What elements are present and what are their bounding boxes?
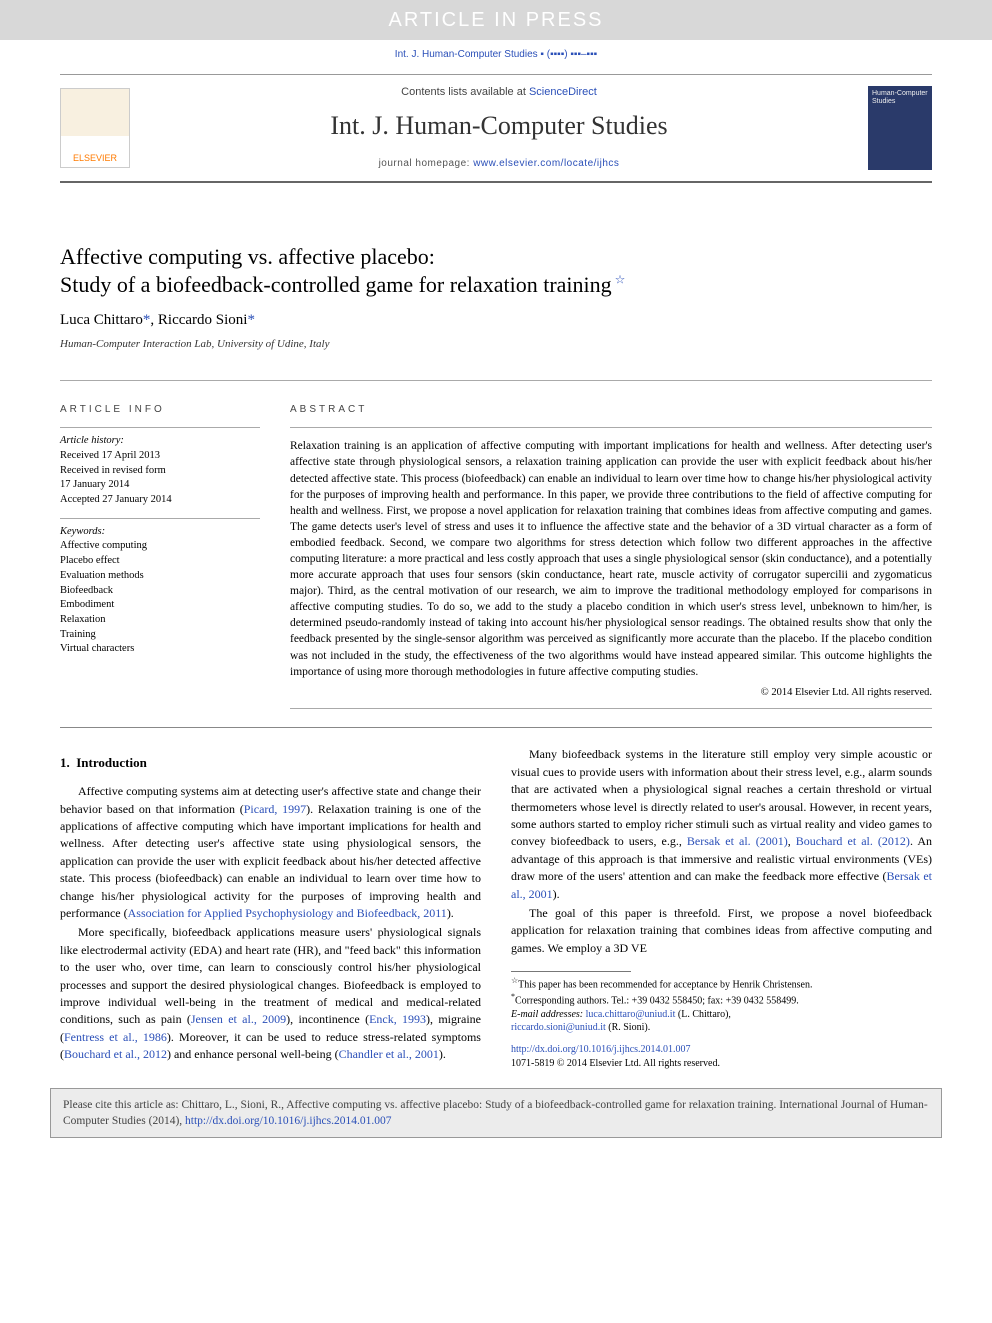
author-2: Riccardo Sioni — [158, 312, 248, 328]
abstract-column: ABSTRACT Relaxation training is an appli… — [290, 403, 932, 709]
cite-doi-link[interactable]: http://dx.doi.org/10.1016/j.ijhcs.2014.0… — [185, 1115, 391, 1127]
abstract-copyright: © 2014 Elsevier Ltd. All rights reserved… — [290, 686, 932, 701]
citation-link[interactable]: Jensen et al., 2009 — [191, 1012, 286, 1026]
elsevier-logo: ELSEVIER — [60, 88, 130, 168]
masthead: ELSEVIER Contents lists available at Sci… — [60, 74, 932, 183]
article-info-column: ARTICLE INFO Article history: Received 1… — [60, 403, 260, 709]
citation-link[interactable]: Bersak et al. (2001) — [687, 834, 788, 848]
abstract-body: Relaxation training is an application of… — [290, 438, 932, 679]
keywords-head: Keywords: — [60, 525, 260, 540]
section-heading: 1. Introduction — [60, 754, 481, 773]
email-link[interactable]: luca.chittaro@uniud.it — [586, 1009, 676, 1020]
affiliation: Human-Computer Interaction Lab, Universi… — [60, 337, 932, 352]
citation-link[interactable]: Bouchard et al., 2012 — [64, 1047, 167, 1061]
citation-link[interactable]: Picard, 1997 — [244, 802, 306, 816]
article-info-head: ARTICLE INFO — [60, 403, 260, 417]
keyword: Training — [60, 628, 260, 643]
keyword: Affective computing — [60, 539, 260, 554]
keyword: Biofeedback — [60, 584, 260, 599]
keyword: Placebo effect — [60, 554, 260, 569]
keyword: Relaxation — [60, 613, 260, 628]
journal-homepage: journal homepage: www.elsevier.com/locat… — [150, 157, 848, 171]
keyword: Embodiment — [60, 598, 260, 613]
footnote-star: This paper has been recommended for acce… — [518, 979, 812, 990]
article-in-press-banner: ARTICLE IN PRESS — [0, 0, 992, 40]
keywords-list: Affective computing Placebo effect Evalu… — [60, 539, 260, 657]
history-line: Received in revised form — [60, 464, 260, 479]
citation-link[interactable]: Bouchard et al. (2012) — [796, 834, 910, 848]
contents-line: Contents lists available at ScienceDirec… — [150, 85, 848, 100]
keyword: Evaluation methods — [60, 569, 260, 584]
citation-link[interactable]: Enck, 1993 — [369, 1012, 426, 1026]
citation-link[interactable]: Association for Applied Psychophysiology… — [128, 906, 447, 920]
corr-asterisk: * — [247, 312, 255, 328]
article-title: Affective computing vs. affective placeb… — [60, 243, 932, 300]
authors-line: Luca Chittaro*, Riccardo Sioni* — [60, 310, 932, 331]
history-line: Accepted 27 January 2014 — [60, 493, 260, 508]
body-text: 1. Introduction Affective computing syst… — [60, 746, 932, 1071]
history-line: Received 17 April 2013 — [60, 449, 260, 464]
citation-link[interactable]: Chandler et al., 2001 — [339, 1047, 439, 1061]
cite-this-article-box: Please cite this article as: Chittaro, L… — [50, 1088, 942, 1138]
abstract-head: ABSTRACT — [290, 403, 932, 417]
corr-asterisk: * — [143, 312, 151, 328]
footnote-corr: Corresponding authors. Tel.: +39 0432 55… — [515, 995, 799, 1006]
journal-name: Int. J. Human-Computer Studies — [150, 108, 848, 144]
journal-homepage-link[interactable]: www.elsevier.com/locate/ijhcs — [473, 158, 619, 169]
author-1: Luca Chittaro — [60, 312, 143, 328]
email-link[interactable]: riccardo.sioni@uniud.it — [511, 1022, 606, 1033]
history-line: 17 January 2014 — [60, 478, 260, 493]
journal-cover-thumb: Human-Computer Studies — [868, 86, 932, 170]
title-footnote-star: ☆ — [612, 273, 626, 287]
sciencedirect-link[interactable]: ScienceDirect — [529, 86, 597, 98]
issn-line: 1071-5819 © 2014 Elsevier Ltd. All right… — [511, 1057, 932, 1072]
short-citation: Int. J. Human-Computer Studies ▪ (▪▪▪▪) … — [60, 40, 932, 70]
doi-link[interactable]: http://dx.doi.org/10.1016/j.ijhcs.2014.0… — [511, 1044, 691, 1055]
elsevier-logo-text: ELSEVIER — [73, 152, 117, 165]
keyword: Virtual characters — [60, 642, 260, 657]
citation-link[interactable]: Fentress et al., 1986 — [64, 1030, 167, 1044]
history-head: Article history: — [60, 434, 260, 449]
doi-block: http://dx.doi.org/10.1016/j.ijhcs.2014.0… — [511, 1043, 932, 1072]
footnotes: ☆This paper has been recommended for acc… — [511, 976, 932, 1035]
